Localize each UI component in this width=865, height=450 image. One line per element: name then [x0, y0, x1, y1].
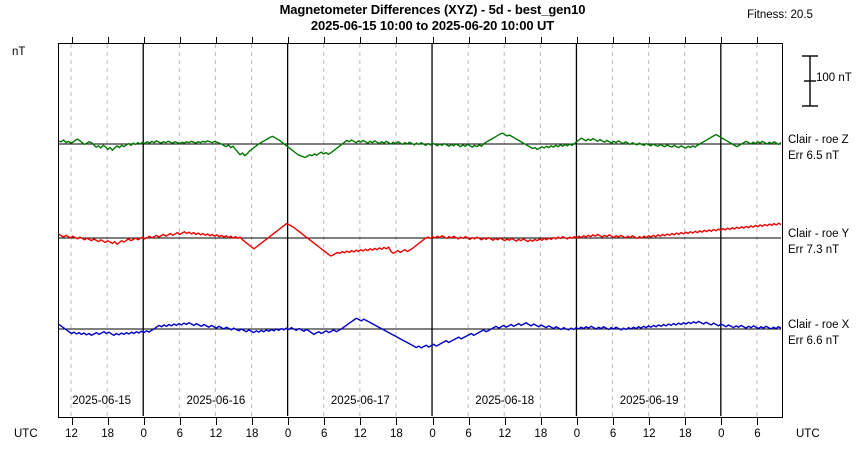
x-axis-hour-label: 18 — [245, 428, 259, 440]
legend-entry-x: Clair - roe X Err 6.6 nT — [788, 317, 849, 349]
x-axis-tick-top — [757, 37, 759, 44]
x-axis-tick-top — [613, 37, 615, 44]
x-axis-tick-bottom — [143, 418, 145, 425]
x-axis-tick-top — [143, 37, 145, 44]
utc-label-left: UTC — [14, 428, 38, 440]
x-axis-hour-label: 18 — [534, 428, 548, 440]
x-axis-hour-label: 0 — [718, 428, 725, 440]
x-axis-tick-bottom — [504, 418, 506, 425]
x-axis-hour-label: 0 — [140, 428, 147, 440]
legend-series-error: Err 6.5 nT — [788, 149, 840, 162]
x-axis-tick-top — [432, 37, 434, 44]
x-axis-hour-label: 6 — [754, 428, 761, 440]
legend-entry-z: Clair - roe Z Err 6.5 nT — [788, 132, 849, 164]
legend-series-name: Clair - roe X — [788, 318, 850, 331]
x-axis-hour-label: 0 — [284, 428, 292, 440]
x-axis-tick-top — [215, 37, 217, 44]
x-axis-tick-top — [107, 37, 109, 44]
x-axis-tick-top — [576, 37, 578, 44]
x-axis-tick-top — [71, 37, 73, 44]
x-axis-hour-label: 12 — [65, 428, 78, 440]
x-axis-hour-label: 6 — [465, 428, 472, 440]
legend-entry-y: Clair - roe Y Err 7.3 nT — [788, 226, 849, 258]
x-axis-date-label: 2025-06-17 — [330, 395, 390, 407]
x-axis-hour-label: 6 — [321, 428, 328, 440]
x-axis-hour-label: 12 — [209, 428, 223, 440]
x-axis-tick-top — [360, 37, 362, 44]
x-axis-tick-bottom — [215, 418, 217, 425]
x-axis-tick-top — [540, 37, 542, 44]
x-axis-tick-bottom — [757, 418, 759, 425]
scale-bar: 100 nT — [800, 55, 862, 107]
x-axis-tick-bottom — [288, 418, 290, 425]
plot-canvas — [59, 44, 782, 417]
x-axis-hour-label: 6 — [609, 428, 617, 440]
utc-label-right: UTC — [796, 428, 820, 440]
chart-title-block: Magnetometer Differences (XYZ) - 5d - be… — [0, 2, 865, 34]
x-axis-tick-top — [179, 37, 181, 44]
plot-area — [58, 43, 783, 418]
x-axis-tick-top — [468, 37, 470, 44]
x-axis-tick-top — [721, 37, 723, 44]
x-axis-hour-label: 0 — [573, 428, 581, 440]
x-axis-tick-top — [649, 37, 651, 44]
x-axis-tick-bottom — [252, 418, 254, 425]
x-axis-hour-label: 18 — [390, 428, 403, 440]
x-axis-tick-top — [396, 37, 398, 44]
legend-series-error: Err 7.3 nT — [788, 243, 840, 256]
x-axis-hour-label: 12 — [498, 428, 512, 440]
chart-title: Magnetometer Differences (XYZ) - 5d - be… — [279, 2, 586, 17]
x-axis-tick-top — [324, 37, 326, 44]
x-axis-tick-bottom — [179, 418, 181, 425]
fitness-label: Fitness: 20.5 — [747, 9, 813, 21]
x-axis-hour-label: 6 — [176, 428, 184, 440]
x-axis-tick-top — [685, 37, 687, 44]
x-axis-tick-bottom — [576, 418, 578, 425]
legend-series-error: Err 6.6 nT — [788, 334, 840, 347]
x-axis-tick-bottom — [71, 418, 73, 425]
x-axis-hour-label: 0 — [429, 428, 436, 440]
x-axis-tick-bottom — [396, 418, 398, 425]
x-axis-tick-top — [288, 37, 290, 44]
x-axis-tick-bottom — [360, 418, 362, 425]
scale-bar-label: 100 nT — [816, 72, 852, 84]
x-axis-hour-label: 12 — [353, 428, 367, 440]
x-axis-tick-bottom — [324, 418, 326, 425]
x-axis-date-label: 2025-06-16 — [186, 395, 246, 407]
x-axis-hour-label: 12 — [642, 428, 656, 440]
x-axis-date-label: 2025-06-18 — [475, 395, 535, 407]
x-axis-hour-label: 18 — [101, 428, 115, 440]
x-axis-tick-bottom — [432, 418, 434, 425]
x-axis-tick-top — [252, 37, 254, 44]
chart-subtitle: 2025-06-15 10:00 to 2025-06-20 10:00 UT — [310, 18, 555, 33]
x-axis-tick-bottom — [685, 418, 687, 425]
x-axis-hour-label: 18 — [678, 428, 692, 440]
x-axis-tick-bottom — [613, 418, 615, 425]
x-axis-tick-bottom — [107, 418, 109, 425]
y-axis-unit-label: nT — [12, 46, 26, 58]
x-axis-date-label: 2025-06-15 — [72, 395, 132, 407]
scale-bar-glyph — [802, 55, 818, 107]
legend-series-name: Clair - roe Z — [788, 133, 849, 146]
legend-series-name: Clair - roe Y — [788, 227, 850, 240]
x-axis-tick-bottom — [540, 418, 542, 425]
x-axis-tick-top — [504, 37, 506, 44]
traces-svg — [59, 44, 781, 416]
x-axis-tick-bottom — [721, 418, 723, 425]
x-axis-tick-bottom — [649, 418, 651, 425]
x-axis-date-label: 2025-06-19 — [619, 395, 679, 407]
x-axis-tick-bottom — [468, 418, 470, 425]
